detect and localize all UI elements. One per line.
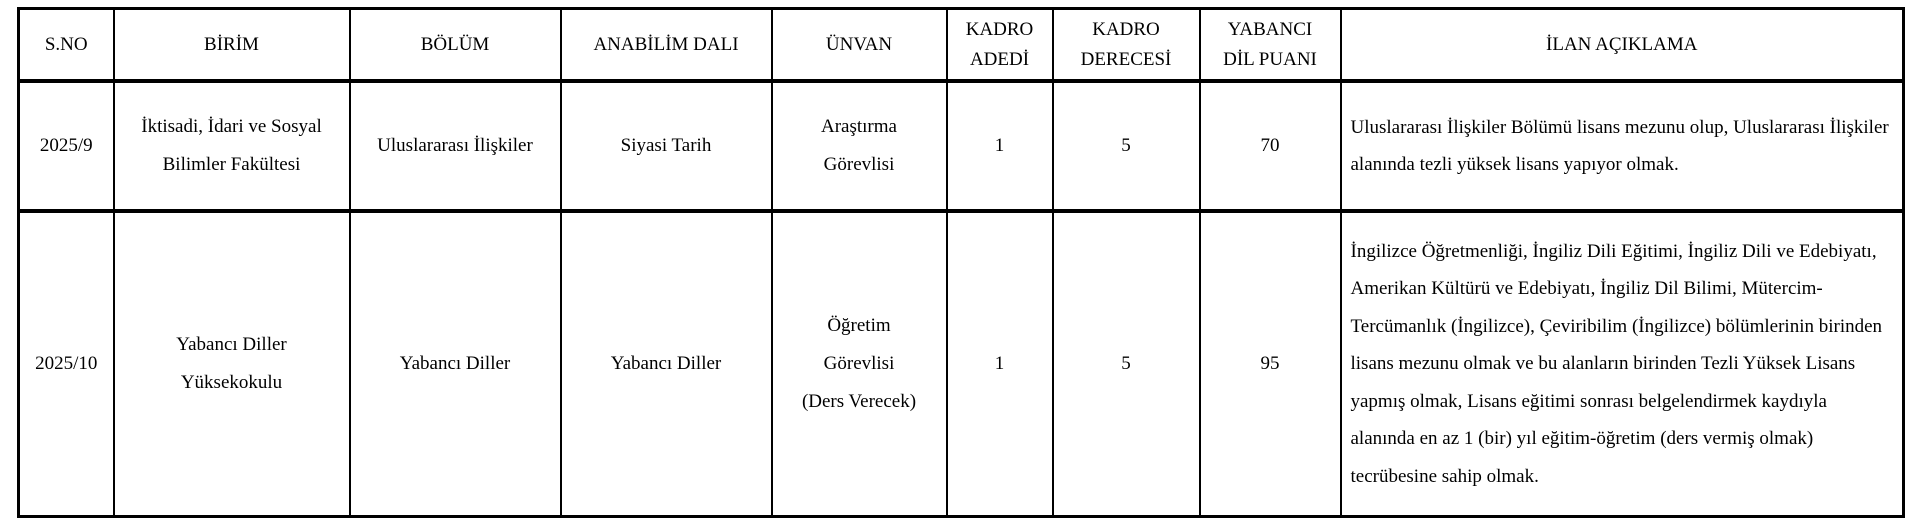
cell-anabilim-dali: Yabancı Diller — [559, 210, 773, 518]
job-posting-table: S.NO BİRİM BÖLÜM ANABİLİM DALI ÜNVAN KAD… — [17, 7, 1905, 518]
column-header-s-no: S.NO — [17, 7, 115, 83]
cell-kadro-adedi: 1 — [945, 80, 1054, 213]
cell-bolum: Uluslararası İlişkiler — [348, 80, 562, 213]
column-header-yabanci-dil-puani: YABANCI DİL PUANI — [1198, 7, 1342, 83]
column-header-unvan: ÜNVAN — [770, 7, 948, 83]
cell-s-no: 2025/10 — [17, 210, 115, 518]
column-header-bolum: BÖLÜM — [348, 7, 562, 83]
cell-kadro-derecesi: 5 — [1051, 80, 1201, 213]
cell-unvan: Öğretim Görevlisi (Ders Verecek) — [770, 210, 948, 518]
cell-bolum: Yabancı Diller — [348, 210, 562, 518]
column-header-ilan-aciklama: İLAN AÇIKLAMA — [1339, 7, 1905, 83]
cell-ilan-aciklama: Uluslararası İlişkiler Bölümü lisans mez… — [1339, 80, 1905, 213]
table-row: 2025/9 İktisadi, İdari ve Sosyal Bilimle… — [17, 80, 1905, 213]
table-row: 2025/10 Yabancı Diller Yüksekokulu Yaban… — [17, 210, 1905, 518]
cell-yabanci-dil-puani: 95 — [1198, 210, 1342, 518]
cell-birim: İktisadi, İdari ve Sosyal Bilimler Fakül… — [112, 80, 351, 213]
cell-kadro-derecesi: 5 — [1051, 210, 1201, 518]
cell-anabilim-dali: Siyasi Tarih — [559, 80, 773, 213]
column-header-kadro-derecesi: KADRO DERECESİ — [1051, 7, 1201, 83]
cell-ilan-aciklama: İngilizce Öğretmenliği, İngiliz Dili Eği… — [1339, 210, 1905, 518]
cell-birim: Yabancı Diller Yüksekokulu — [112, 210, 351, 518]
column-header-birim: BİRİM — [112, 7, 351, 83]
cell-unvan: Araştırma Görevlisi — [770, 80, 948, 213]
table-header-row: S.NO BİRİM BÖLÜM ANABİLİM DALI ÜNVAN KAD… — [17, 7, 1905, 83]
cell-kadro-adedi: 1 — [945, 210, 1054, 518]
column-header-kadro-adedi: KADRO ADEDİ — [945, 7, 1054, 83]
cell-yabanci-dil-puani: 70 — [1198, 80, 1342, 213]
column-header-anabilim-dali: ANABİLİM DALI — [559, 7, 773, 83]
cell-s-no: 2025/9 — [17, 80, 115, 213]
